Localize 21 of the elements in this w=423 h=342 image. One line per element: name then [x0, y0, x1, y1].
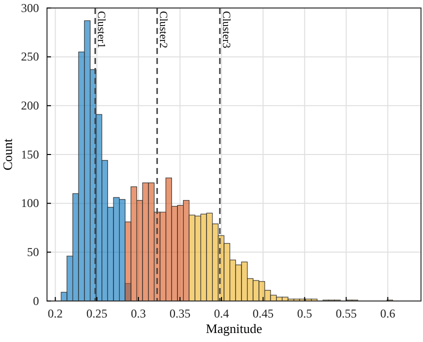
x-tick-label: 0.5	[297, 306, 312, 321]
x-tick-label: 0.45	[252, 306, 274, 321]
x-tick-label: 0.25	[86, 306, 108, 321]
x-axis-title: Magnitude	[206, 321, 262, 336]
y-tick-label: 250	[21, 50, 39, 64]
y-tick-label: 200	[21, 98, 39, 113]
y-tick-label: 0	[33, 294, 39, 308]
y-tick-label: 50	[27, 245, 39, 260]
ref-line-label: Cluster3	[220, 11, 232, 49]
x-tick-label: 0.2	[48, 306, 63, 321]
x-tick-label: 0.4	[214, 306, 230, 321]
y-tick-label: 150	[21, 147, 39, 162]
x-tick-label: 0.6	[380, 306, 396, 321]
y-axis-title: Count	[0, 138, 15, 170]
x-tick-label: 0.35	[169, 306, 190, 321]
y-tick-label: 300	[21, 0, 39, 15]
y-tick-label: 100	[21, 196, 39, 210]
x-tick-label: 0.3	[130, 306, 146, 321]
ref-line-label: Cluster2	[157, 11, 170, 48]
ref-line-label: Cluster1	[95, 11, 108, 48]
x-tick-label: 0.55	[336, 306, 357, 321]
